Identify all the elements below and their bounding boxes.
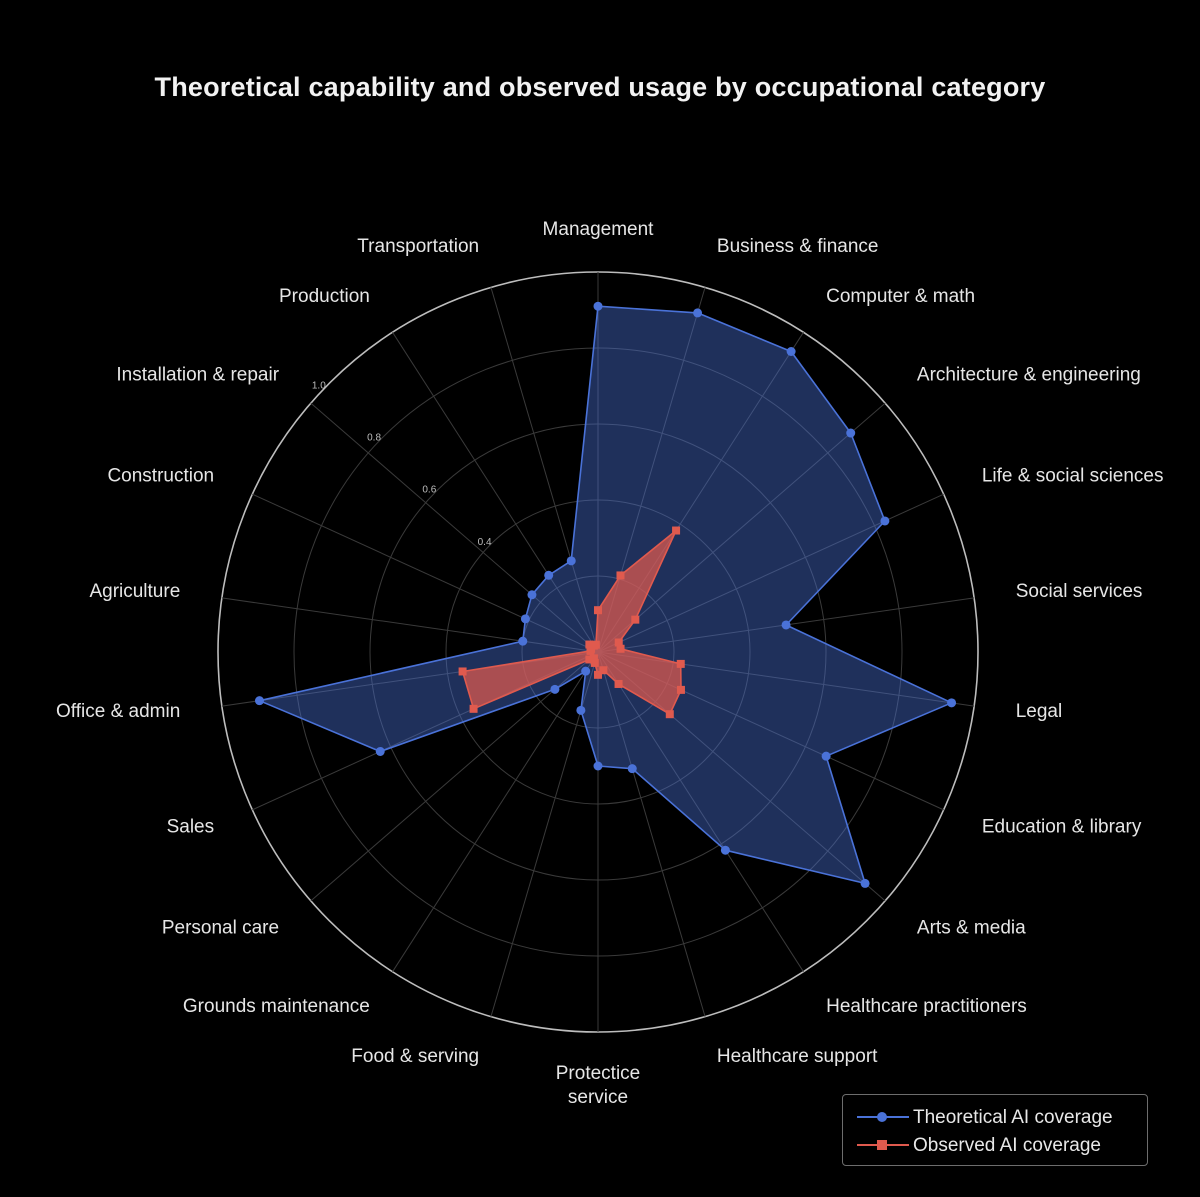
category-label-line: service [568, 1087, 628, 1108]
grid-spoke [310, 651, 599, 902]
data-point[interactable] [616, 571, 625, 580]
data-point[interactable] [589, 654, 598, 663]
radial-tick-label: 0.4 [478, 537, 492, 548]
radial-tick-label: 0.8 [367, 433, 381, 444]
category-label: Healthcare practitioners [826, 996, 1027, 1017]
data-point[interactable] [520, 614, 530, 624]
circle-marker-icon [877, 1112, 887, 1122]
category-label: Sales [167, 816, 215, 837]
data-point[interactable] [631, 615, 640, 624]
data-point[interactable] [591, 640, 600, 649]
category-label: Construction [107, 466, 214, 487]
data-point[interactable] [614, 679, 623, 688]
category-label: Architecture & engineering [917, 365, 1141, 386]
data-point[interactable] [458, 667, 467, 676]
grid-spoke [597, 651, 706, 1017]
grid-spoke [597, 651, 804, 972]
radial-tick-labels: 0.4 0.6 0.8 1.0 [312, 380, 492, 548]
grid-spoke [597, 402, 886, 653]
category-label: Personal care [162, 917, 279, 938]
series-observed [458, 526, 685, 719]
data-point[interactable] [550, 684, 560, 694]
data-point[interactable] [566, 556, 576, 566]
category-label: Transportation [357, 236, 479, 257]
data-point[interactable] [254, 696, 264, 706]
category-label: Production [279, 286, 370, 307]
data-point[interactable] [676, 685, 685, 694]
data-point[interactable] [576, 705, 586, 715]
data-point[interactable] [672, 526, 681, 535]
data-point[interactable] [720, 845, 730, 855]
data-point[interactable] [665, 710, 674, 719]
radar-grid [217, 271, 979, 1033]
data-point[interactable] [518, 636, 528, 646]
data-point[interactable] [375, 746, 385, 756]
grid-spoke [392, 332, 599, 653]
data-point[interactable] [594, 606, 602, 615]
data-point[interactable] [616, 644, 625, 653]
grid-spoke [490, 287, 599, 653]
category-label: Arts & media [917, 917, 1026, 938]
series-layer [254, 301, 957, 888]
grid-spoke [392, 651, 599, 972]
series-area [258, 305, 953, 885]
category-label: Social services [1016, 581, 1143, 602]
grid-spoke [310, 402, 599, 653]
data-point[interactable] [585, 640, 594, 649]
radial-tick-label: 1.0 [312, 380, 326, 391]
category-label: Life & social sciences [982, 466, 1164, 487]
category-label: Computer & math [826, 286, 975, 307]
chart-title: Theoretical capability and observed usag… [154, 72, 1046, 102]
grid-spoke [252, 493, 599, 653]
category-label: Healthcare support [717, 1046, 878, 1067]
data-point[interactable] [786, 347, 796, 357]
data-point[interactable] [781, 620, 791, 630]
category-label: Education & library [982, 816, 1142, 837]
series-theoretical [254, 301, 957, 888]
category-labels: Management Business & finance Computer & m… [56, 219, 1163, 1108]
data-point[interactable] [590, 658, 599, 667]
data-point[interactable] [527, 590, 537, 600]
category-label: Agriculture [89, 581, 180, 602]
data-point[interactable] [860, 878, 870, 888]
data-point[interactable] [581, 666, 591, 676]
data-point[interactable] [585, 655, 594, 664]
category-label: Legal [1016, 701, 1062, 722]
data-point[interactable] [693, 308, 703, 318]
category-label: Office & admin [56, 701, 180, 722]
data-point[interactable] [544, 570, 554, 580]
data-point[interactable] [593, 761, 603, 771]
data-point[interactable] [594, 670, 602, 679]
category-label: Business & finance [717, 236, 879, 257]
category-label: Installation & repair [116, 365, 279, 386]
category-label: Food & serving [351, 1046, 479, 1067]
category-label-line: Protectice [556, 1063, 640, 1084]
category-label: Grounds maintenance [183, 996, 370, 1017]
data-point[interactable] [846, 428, 856, 438]
square-marker-icon [877, 1140, 887, 1150]
data-point[interactable] [676, 659, 685, 668]
data-point[interactable] [821, 751, 831, 761]
data-point[interactable] [599, 666, 608, 675]
legend-label-theoretical: Theoretical AI coverage [913, 1107, 1113, 1128]
data-point[interactable] [593, 301, 603, 311]
legend-label-observed: Observed AI coverage [913, 1135, 1101, 1156]
legend-item-theoretical[interactable]: Theoretical AI coverage [843, 1103, 1147, 1131]
radial-tick-label: 0.6 [422, 485, 436, 496]
grid-spoke [221, 597, 599, 653]
data-point[interactable] [627, 764, 637, 774]
legend-item-observed[interactable]: Observed AI coverage [843, 1131, 1147, 1159]
data-point[interactable] [947, 698, 957, 708]
data-point[interactable] [880, 516, 890, 526]
category-label: Protectice service [556, 1063, 640, 1108]
data-point[interactable] [469, 704, 478, 713]
category-label: Management [543, 219, 655, 240]
data-point[interactable] [614, 638, 623, 647]
legend: Theoretical AI coverage Observed AI cove… [842, 1094, 1148, 1166]
